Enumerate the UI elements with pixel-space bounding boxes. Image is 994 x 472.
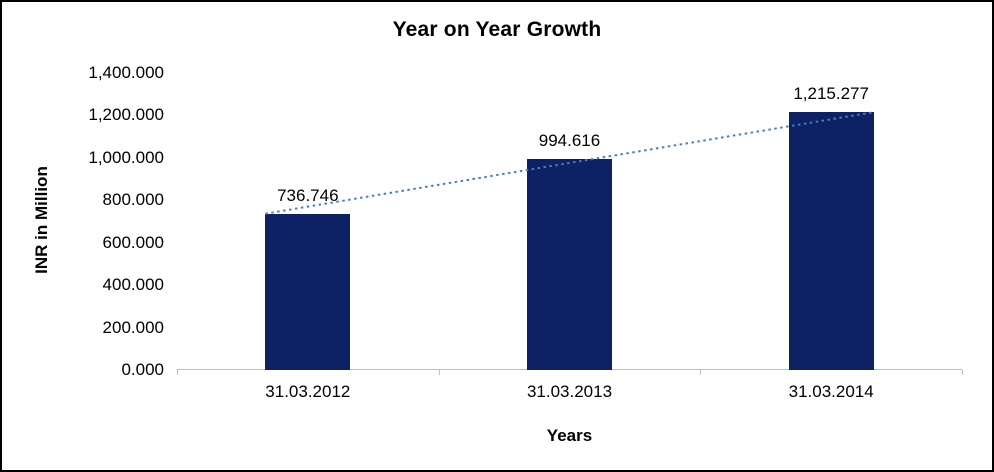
x-axis-title: Years [546,426,593,445]
y-tick-label: 800.000 [102,190,164,210]
x-axis-tick-mark [962,370,963,375]
x-tick-label: 31.03.2014 [788,382,874,401]
y-tick-label: 200.000 [102,317,164,337]
bar-value-label: 994.616 [538,130,601,150]
y-tick-label: 600.000 [102,232,164,252]
bar-31.03.2013 [527,158,612,370]
y-axis-title: INR in Million [32,166,51,274]
y-tick-label: 1,200.000 [88,105,164,125]
bar-value-label: 736.746 [277,185,339,205]
plot-area: 736.746 994.616 1,215.277 [177,73,962,370]
bar-31.03.2014 [788,112,874,370]
y-tick-label: 400.000 [102,275,164,295]
chart-title: Year on Year Growth [392,18,602,41]
x-axis-tick-mark [700,370,702,375]
x-tick-label: 31.03.2013 [526,382,613,401]
y-tick-label: 1,000.000 [88,147,164,167]
y-tick-label: 0.000 [121,360,164,379]
x-axis-tick-mark [438,370,440,375]
y-tick-label: 1,400.000 [88,63,164,82]
bar-value-label: 1,215.277 [793,84,869,104]
bar-31.03.2012 [265,213,351,370]
x-tick-label: 31.03.2012 [265,382,351,401]
x-axis-tick-mark [177,370,178,375]
